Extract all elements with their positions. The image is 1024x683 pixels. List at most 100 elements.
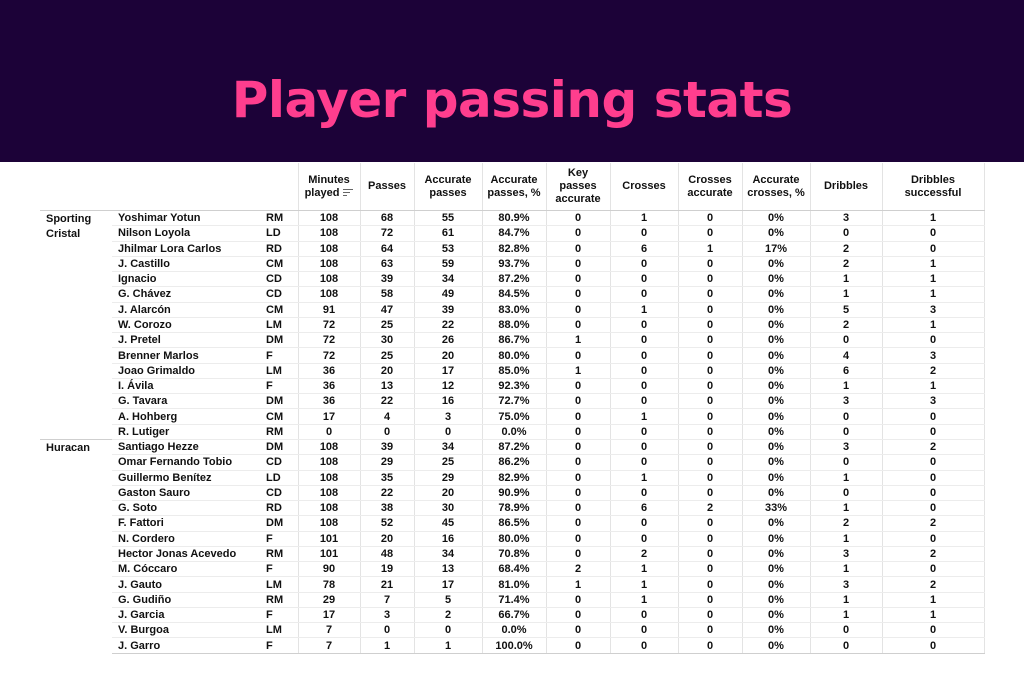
stat-cell: 0 (882, 531, 985, 547)
stats-table-container: Minutes played Passes Accurate passes Accur… (40, 163, 985, 654)
column-header[interactable]: Accurate crosses, % (742, 163, 811, 211)
stat-cell: 85.0% (482, 363, 547, 379)
stat-cell: 2 (810, 317, 883, 334)
stat-cell: 0 (678, 256, 743, 273)
column-header-label: Accurate passes (424, 173, 472, 199)
stat-cell: 0% (742, 302, 811, 318)
stat-cell: 1 (810, 271, 883, 288)
stat-cell: 13 (414, 561, 483, 578)
filter-lines-icon[interactable] (343, 188, 354, 197)
stat-cell: 0 (678, 439, 743, 456)
column-header[interactable]: Key passes accurate (546, 163, 611, 211)
stat-cell: 1 (360, 637, 415, 654)
stat-cell: 12 (414, 378, 483, 395)
column-header[interactable]: Dribbles (810, 163, 883, 211)
table-row: W. Corozo LM 72 25 22 88.0% 0 0 0 0% 2 1 (40, 317, 985, 334)
stat-cell: 0% (742, 347, 811, 364)
stat-cell: 0 (678, 393, 743, 410)
column-header-label: Key passes accurate (555, 167, 601, 205)
player-name: Santiago Hezze (112, 439, 262, 456)
stat-cell: 108 (298, 225, 361, 242)
stat-cell: 0 (546, 286, 611, 303)
stat-cell: 0 (678, 424, 743, 440)
column-header-label: Passes (368, 180, 406, 192)
stat-cell: 1 (610, 561, 679, 578)
player-name: Yoshimar Yotun (112, 210, 262, 227)
stat-cell: 0 (678, 363, 743, 379)
stat-cell: 100.0% (482, 637, 547, 654)
stat-cell: 0% (742, 592, 811, 608)
stat-cell: 108 (298, 500, 361, 517)
stat-cell: 72 (360, 225, 415, 242)
team-name: Huracan (46, 441, 91, 454)
stat-cell: 0 (546, 271, 611, 288)
stat-cell: 0 (678, 637, 743, 654)
column-header-label: Accurate crosses, % (747, 173, 805, 199)
header-blank-cell (112, 163, 262, 211)
player-position: LD (262, 225, 299, 242)
stat-cell: 2 (882, 546, 985, 563)
stat-cell: 1 (882, 210, 985, 227)
column-header[interactable]: Accurate passes (414, 163, 483, 211)
player-position: DM (262, 439, 299, 456)
column-header[interactable]: Passes (360, 163, 415, 211)
stat-cell: 78.9% (482, 500, 547, 517)
stat-cell: 0 (610, 271, 679, 288)
stat-cell: 0 (546, 592, 611, 608)
stat-cell: 0 (610, 439, 679, 456)
stat-cell: 0 (678, 576, 743, 593)
stat-cell: 1 (882, 607, 985, 624)
stat-cell: 82.8% (482, 241, 547, 257)
stat-cell: 21 (360, 576, 415, 593)
column-header[interactable]: Accurate passes, % (482, 163, 547, 211)
column-header[interactable]: Crosses accurate (678, 163, 743, 211)
stat-cell: 0 (546, 439, 611, 456)
stat-cell: 0 (360, 622, 415, 639)
stat-cell: 0 (882, 637, 985, 654)
stat-cell: 2 (610, 546, 679, 563)
table-row: Gaston Sauro CD 108 22 20 90.9% 0 0 0 0% 0 0 (40, 485, 985, 502)
stat-cell: 68 (360, 210, 415, 227)
stat-cell: 16 (414, 531, 483, 547)
column-header[interactable]: Minutes played (298, 163, 361, 211)
stat-cell: 2 (414, 607, 483, 624)
table-row: J. Gauto LM 78 21 17 81.0% 1 1 0 0% 3 2 (40, 576, 985, 593)
table-row: Sporting Cristal Yoshimar Yotun RM 108 68 55 8… (40, 210, 985, 440)
stat-cell: 0 (678, 470, 743, 486)
stat-cell: 108 (298, 210, 361, 227)
table-row: J. Alarcón CM 91 47 39 83.0% 0 1 0 0% 5 3 (40, 302, 985, 318)
stat-cell: 84.5% (482, 286, 547, 303)
stat-cell: 33% (742, 500, 811, 517)
stat-cell: 1 (882, 271, 985, 288)
stat-cell: 86.5% (482, 515, 547, 532)
stat-cell: 22 (414, 317, 483, 334)
player-position: F (262, 637, 299, 654)
stat-cell: 25 (360, 317, 415, 334)
player-name: Omar Fernando Tobio (112, 454, 262, 471)
stat-cell: 84.7% (482, 225, 547, 242)
stat-cell: 1 (610, 210, 679, 227)
stat-cell: 0 (810, 622, 883, 639)
stat-cell: 0 (546, 470, 611, 486)
stat-cell: 0 (546, 515, 611, 532)
stat-cell: 0 (678, 286, 743, 303)
header-blank-cell (40, 163, 112, 211)
stat-cell: 49 (414, 286, 483, 303)
player-position: CD (262, 454, 299, 471)
table-row: Joao Grimaldo LM 36 20 17 85.0% 1 0 0 0% 6 2 (40, 363, 985, 379)
stat-cell: 2 (882, 515, 985, 532)
stat-cell: 0 (882, 500, 985, 517)
table-body: Sporting Cristal Yoshimar Yotun RM 108 68 55 8… (40, 210, 985, 654)
stat-cell: 0 (678, 271, 743, 288)
stat-cell: 0 (546, 393, 611, 410)
stat-cell: 101 (298, 546, 361, 563)
table-row: G. Tavara DM 36 22 16 72.7% 0 0 0 0% 3 3 (40, 393, 985, 410)
stat-cell: 0% (742, 622, 811, 639)
column-header[interactable]: Crosses (610, 163, 679, 211)
stat-cell: 0 (678, 317, 743, 334)
stat-cell: 5 (810, 302, 883, 318)
stat-cell: 0 (882, 241, 985, 257)
column-header[interactable]: Dribbles successful (882, 163, 985, 211)
stat-cell: 34 (414, 546, 483, 563)
stat-cell: 0% (742, 286, 811, 303)
